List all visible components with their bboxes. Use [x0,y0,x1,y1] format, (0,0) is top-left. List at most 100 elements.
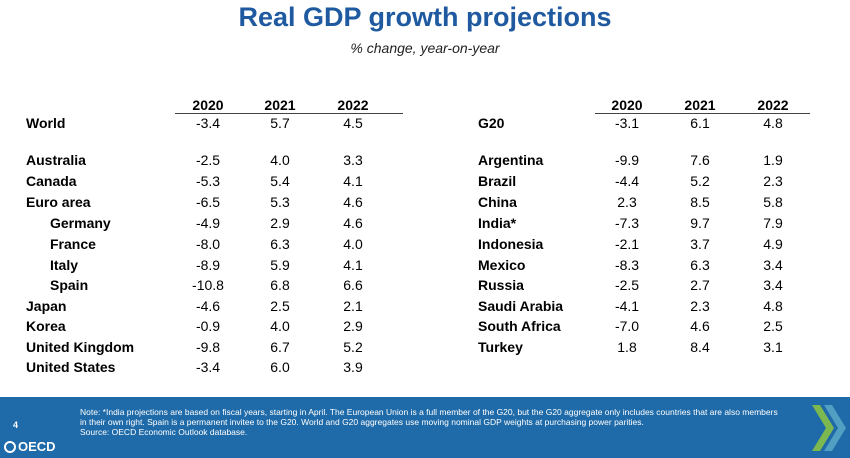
table-cell: 2.1 [343,298,363,314]
table-cell: 2.9 [343,318,363,334]
footnote: Note: *India projections are based on fi… [80,407,780,437]
row-label: France [50,236,96,252]
table-header-rule [595,97,810,114]
row-label: Euro area [26,194,91,210]
table-cell: 2.5 [270,298,290,314]
table-cell: -7.0 [614,318,640,334]
row-label: Brazil [478,173,517,189]
table-cell: 4.0 [270,152,290,168]
table-cell: 6.3 [270,236,290,252]
table-cell: 4.9 [763,236,783,252]
table-cell: 5.9 [270,257,290,273]
year-header: 2022 [337,97,369,113]
table-cell: -4.1 [614,298,640,314]
table-cell: 4.8 [763,298,783,314]
table-cell: -8.3 [614,257,640,273]
table-cell: 5.4 [270,173,290,189]
row-label: Argentina [478,152,544,168]
table-cell: 2.9 [270,215,290,231]
table-cell: -3.1 [614,115,640,131]
table-cell: 8.4 [690,339,710,355]
table-cell: 6.6 [343,277,363,293]
table-cell: -7.3 [614,215,640,231]
row-label: India* [478,215,517,231]
row-label: United States [26,359,116,375]
table-cell: 4.1 [343,257,363,273]
table-cell: 1.8 [617,339,637,355]
table-cell: 4.0 [270,318,290,334]
table-cell: -4.6 [195,298,221,314]
row-label: Indonesia [478,236,544,252]
table-cell: -8.0 [195,236,221,252]
row-label: Australia [26,152,86,168]
year-header: 2020 [192,97,224,113]
logo-circle-icon [4,440,16,453]
page-subtitle: % change, year-on-year [350,40,500,56]
table-cell: 8.5 [690,194,710,210]
table-cell: -4.4 [614,173,640,189]
row-label: Mexico [478,257,526,273]
footnote-text: Note: *India projections are based on fi… [80,407,778,427]
row-label: South Africa [478,318,561,334]
chevron-logo-icon [812,405,846,451]
row-label: Japan [26,298,67,314]
table-cell: 3.9 [343,359,363,375]
table-cell: 6.7 [270,339,290,355]
table-cell: 4.6 [343,194,363,210]
row-label: Germany [50,215,111,231]
row-label: Italy [50,257,79,273]
table-cell: 4.0 [343,236,363,252]
row-label: Canada [26,173,77,189]
row-label: Korea [26,318,66,334]
source-text: Source: OECD Economic Outlook database. [80,427,248,437]
row-label: Spain [50,277,89,293]
table-cell: 6.1 [690,115,710,131]
table-cell: 6.0 [270,359,290,375]
table-cell: 3.3 [343,152,363,168]
table-cell: -5.3 [195,173,221,189]
table-cell: -0.9 [195,318,221,334]
table-cell: 5.7 [270,115,290,131]
table-cell: 4.6 [690,318,710,334]
table-cell: 4.1 [343,173,363,189]
table-cell: 4.5 [343,115,363,131]
table-cell: 7.6 [690,152,710,168]
row-label: Russia [478,277,524,293]
table-cell: 7.9 [763,215,783,231]
row-label: Saudi Arabia [478,298,564,314]
logo-text: OECD [18,439,56,454]
row-label: Turkey [478,339,523,355]
table-cell: 2.3 [617,194,637,210]
year-header: 2021 [264,97,296,113]
table-cell: -6.5 [195,194,221,210]
table-cell: 6.8 [270,277,290,293]
table-cell: 5.8 [763,194,783,210]
table-cell: 5.2 [343,339,363,355]
table-cell: -2.5 [614,277,640,293]
table-cell: 5.2 [690,173,710,189]
row-label: China [478,194,517,210]
table-cell: 2.7 [690,277,710,293]
table-cell: 5.3 [270,194,290,210]
page-number: 4 [13,420,19,430]
advanced-economies-table: 2020 2021 2022 World -3.4 5.7 4.5 Australia -2.5… [0,97,420,387]
table-cell: 6.3 [690,257,710,273]
table-cell: 1.9 [763,152,783,168]
table-cell: 3.4 [763,257,783,273]
table-cell: 2.5 [763,318,783,334]
table-cell: 4.6 [343,215,363,231]
table-cell: -2.5 [195,152,221,168]
table-cell: 3.4 [763,277,783,293]
row-label: G20 [478,115,505,131]
year-header: 2021 [684,97,716,113]
table-cell: -2.1 [614,236,640,252]
table-header-rule [175,97,403,114]
page-title: Real GDP growth projections [238,2,612,32]
table-cell: -3.4 [195,115,221,131]
footer-band: 4 OECD Note: *India projections are base… [0,397,850,458]
table-cell: 2.3 [690,298,710,314]
table-cell: -3.4 [195,359,221,375]
row-label: World [26,115,66,131]
table-cell: -4.9 [195,215,221,231]
row-label: United Kingdom [26,339,135,355]
